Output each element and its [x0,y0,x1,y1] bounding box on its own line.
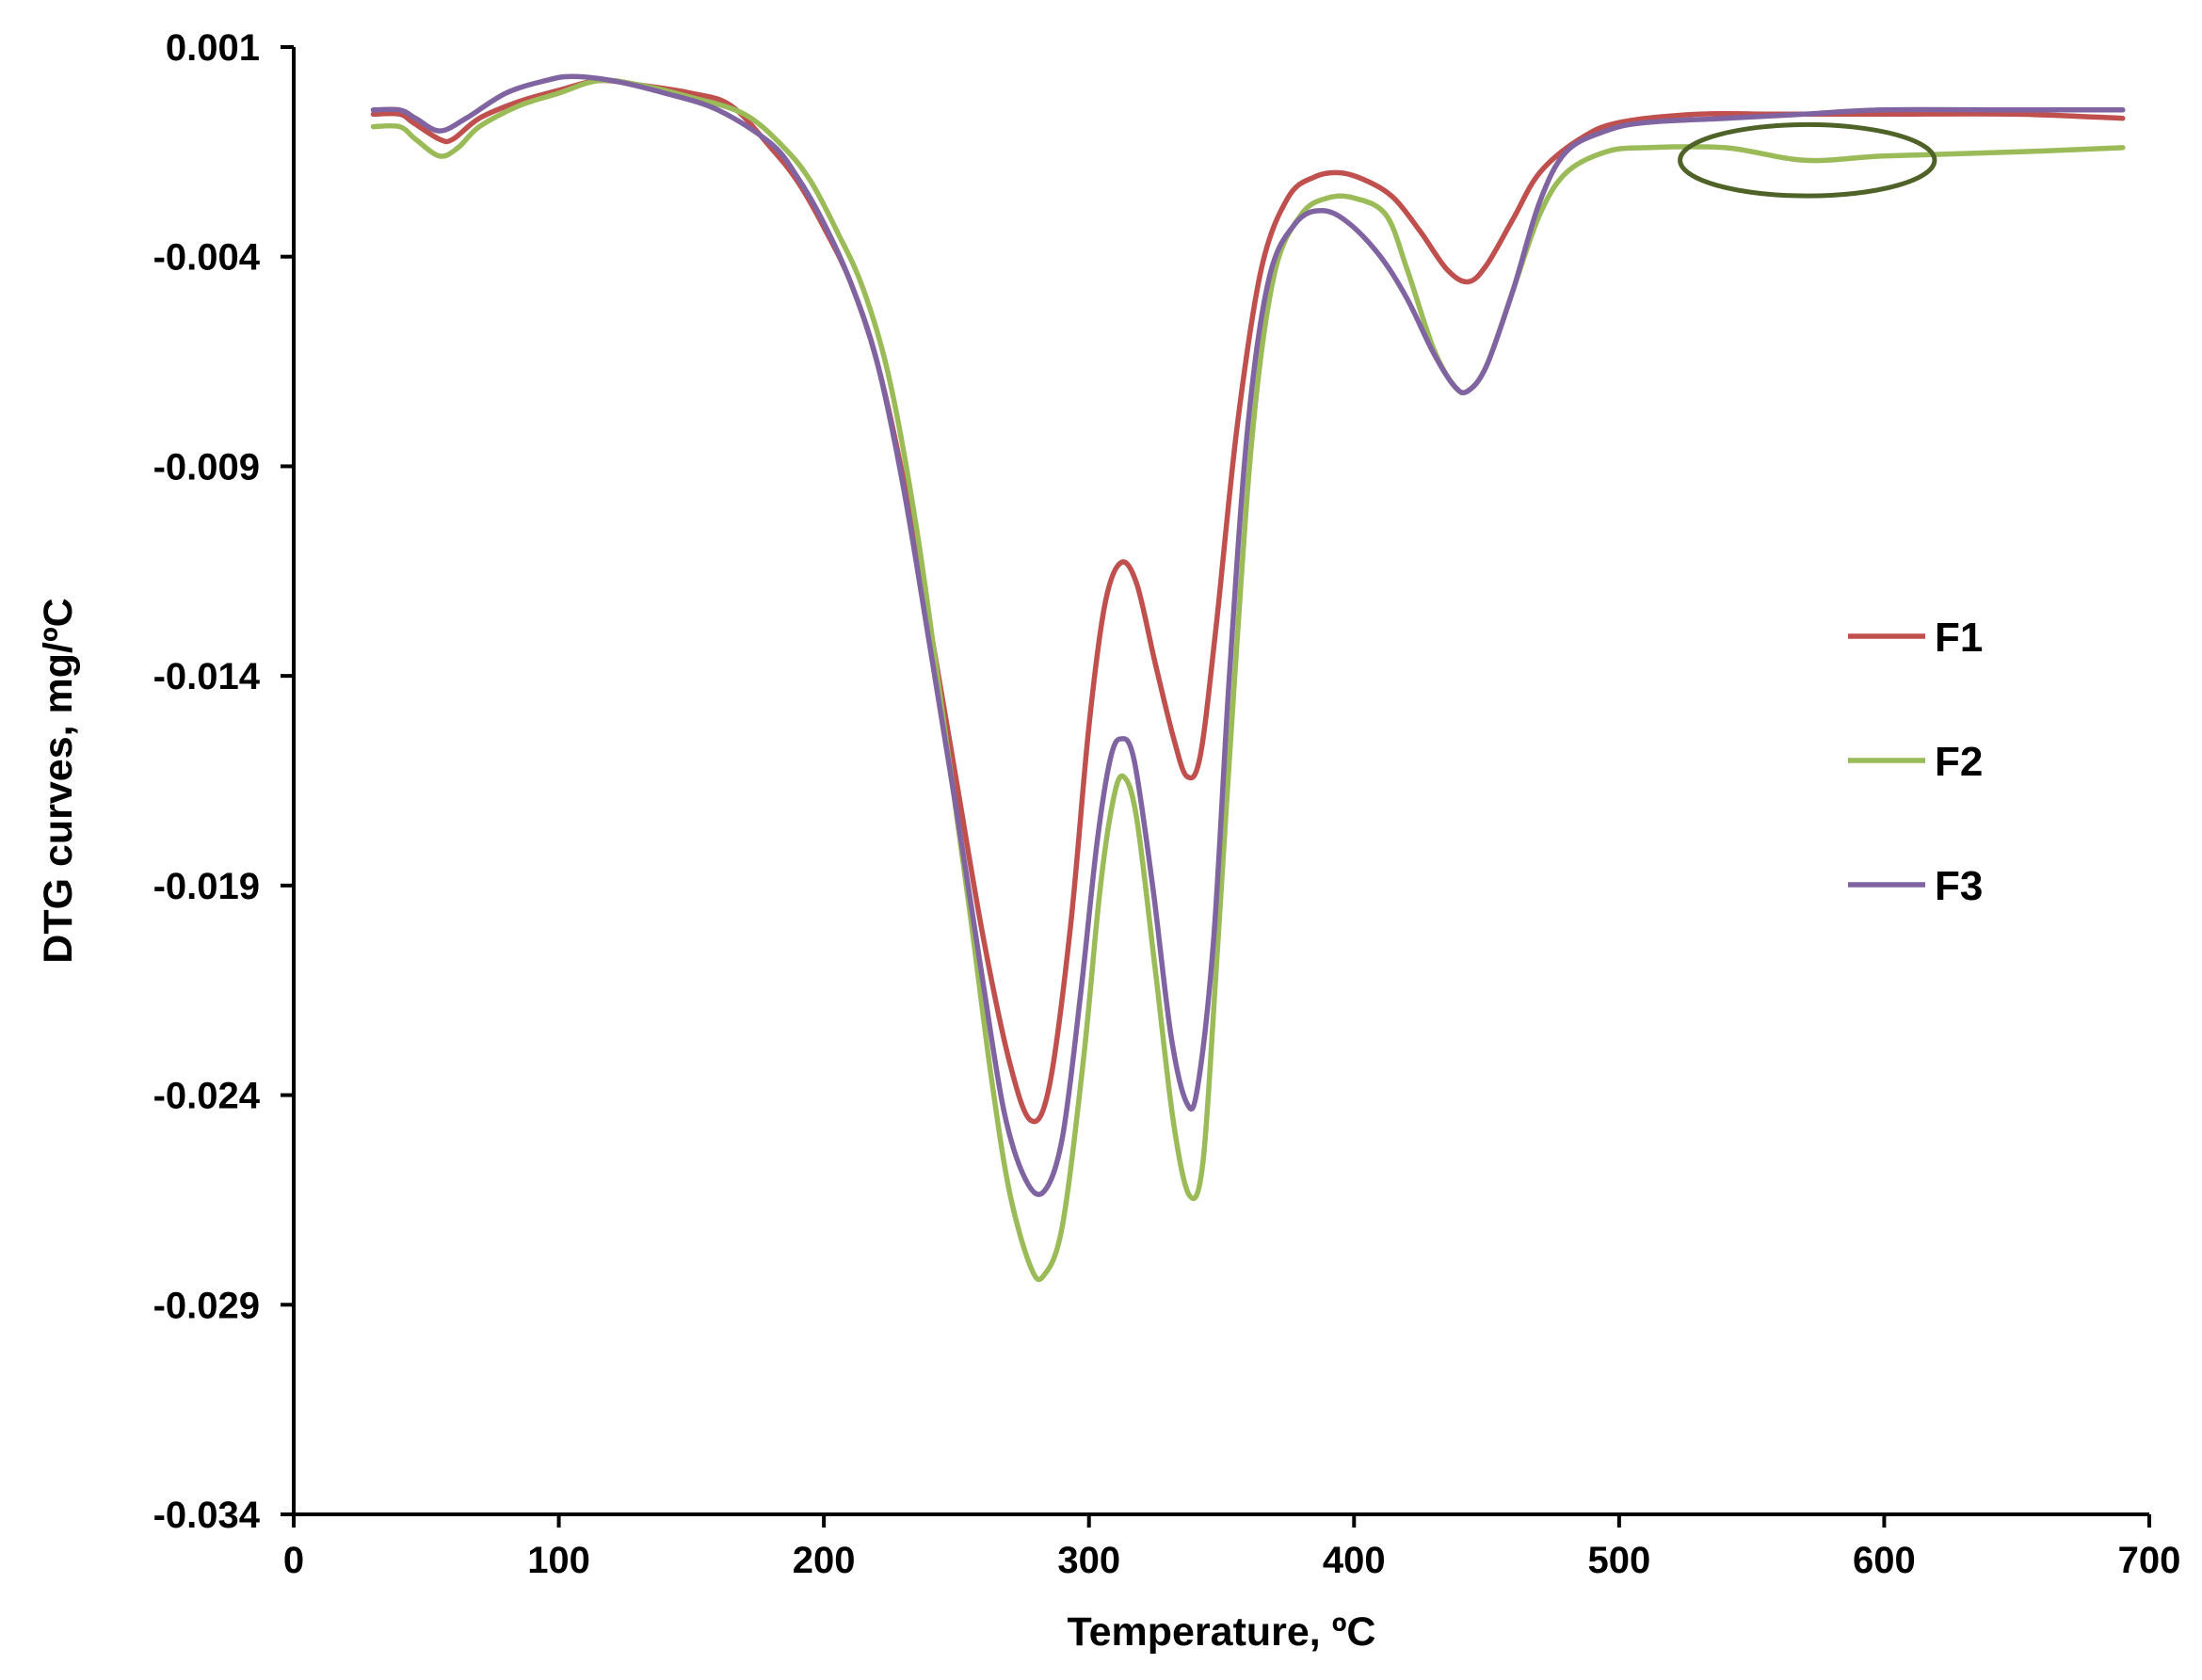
series-lines [370,73,2126,1283]
x-tick-label: 300 [1057,1540,1120,1581]
y-tick-label: -0.034 [153,1495,261,1536]
x-axis-ticks: 0 100 200 300 400 500 600 700 [283,1514,2181,1581]
y-tick-label: -0.024 [153,1076,261,1117]
legend-label-f3: F3 [1935,863,1983,909]
y-tick-label: -0.019 [153,866,260,907]
legend-label-f1: F1 [1935,615,1983,661]
x-tick-label: 400 [1323,1540,1386,1581]
series-line-f3 [370,73,2126,1197]
legend-label-f2: F2 [1935,739,1983,785]
x-tick-label: 700 [2118,1540,2181,1581]
x-tick-label: 0 [283,1540,304,1581]
x-axis-title: Temperature, ºC [1068,1609,1376,1655]
plot-area: 0 100 200 300 400 500 600 700 0.001 -0.004 -0.009… [153,27,2181,1581]
x-tick-label: 600 [1853,1540,1916,1581]
y-tick-label: -0.029 [153,1285,260,1326]
series-line-f1 [370,77,2126,1125]
highlight-ellipse [1678,121,1937,199]
y-axis-title: DTG curves, mg/ºC [36,598,81,963]
x-tick-label: 200 [793,1540,856,1581]
legend: F1 F2 F3 [1848,615,1983,909]
series-line-f2 [370,77,2126,1283]
y-axis-ticks: 0.001 -0.004 -0.009 -0.014 -0.019 -0.024 -0.02… [153,27,294,1536]
y-tick-label: -0.014 [153,656,261,697]
y-tick-label: 0.001 [166,27,260,69]
x-tick-label: 500 [1587,1540,1650,1581]
x-tick-label: 100 [527,1540,590,1581]
annotations [1678,121,1937,199]
y-tick-label: -0.009 [153,446,260,488]
y-tick-label: -0.004 [153,237,261,279]
